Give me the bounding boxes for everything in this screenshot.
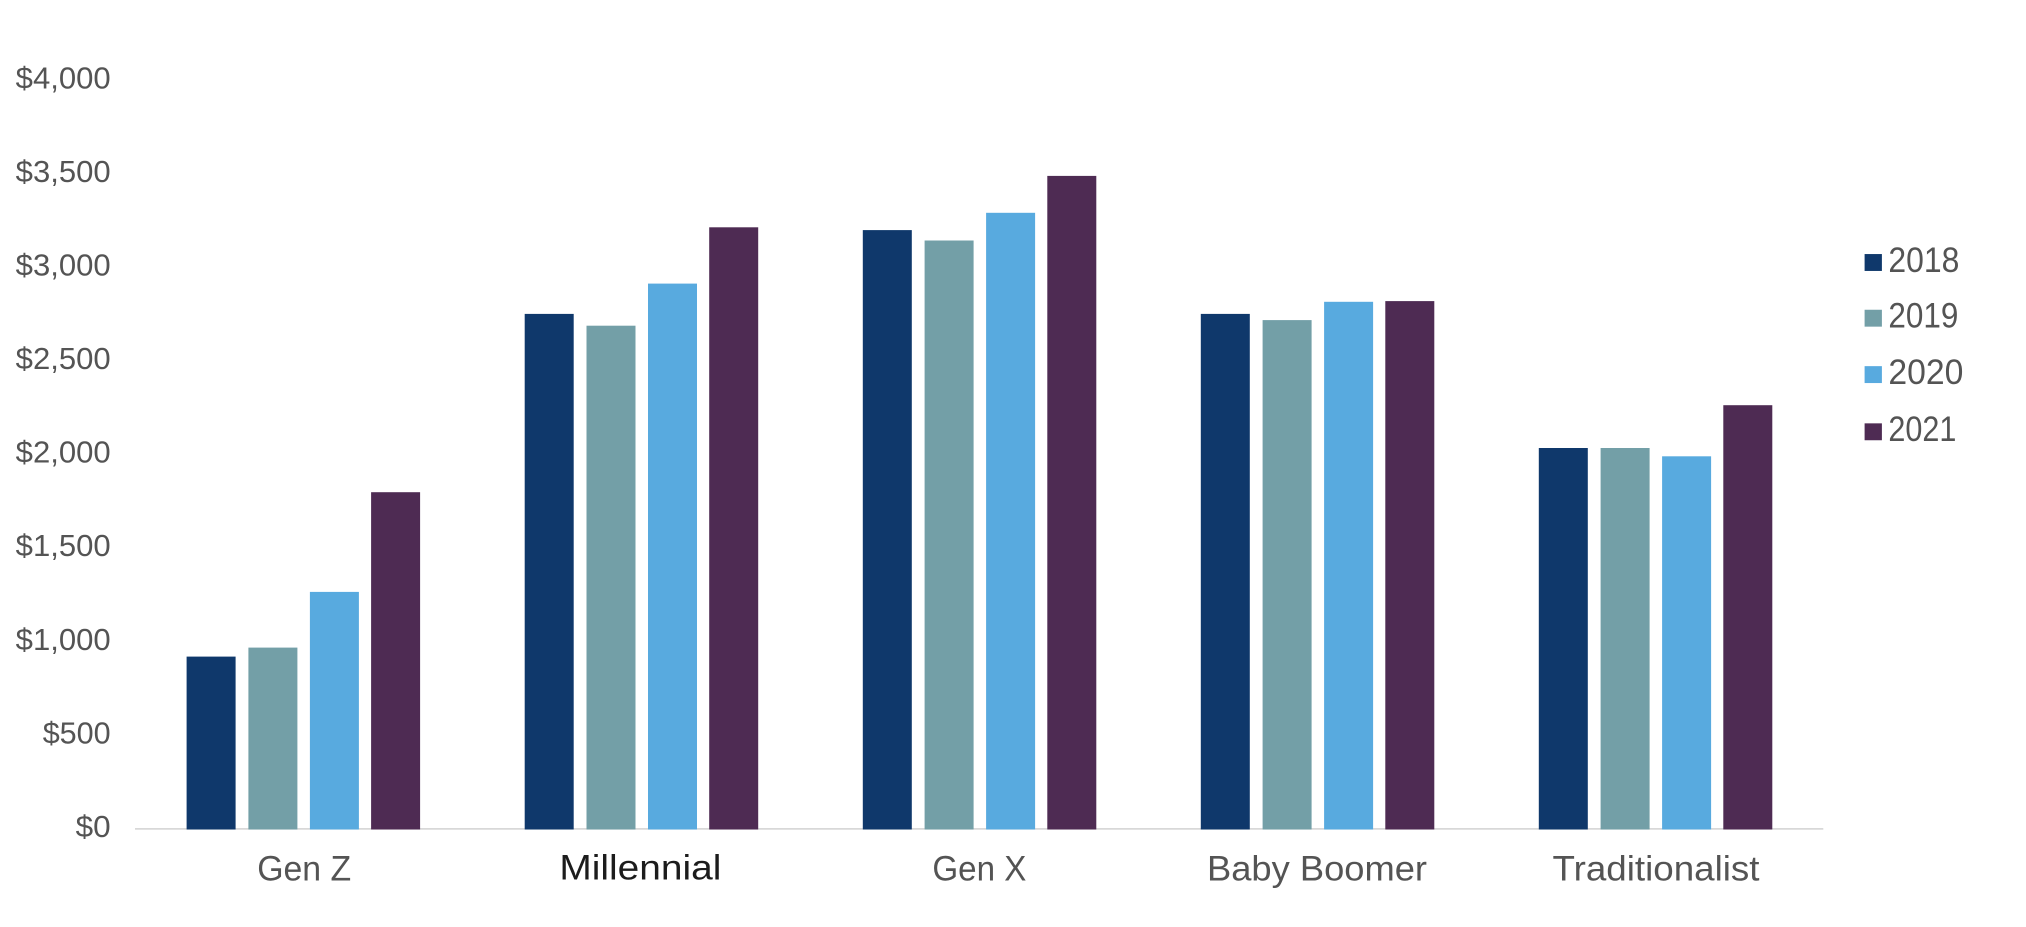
svg-text:$2,500: $2,500 [16,341,111,376]
svg-text:2018: 2018 [1888,240,1959,280]
svg-text:2021: 2021 [1888,409,1956,449]
svg-text:Gen Z: Gen Z [257,850,351,889]
svg-text:$500: $500 [43,715,111,750]
svg-text:$3,000: $3,000 [16,248,111,283]
svg-text:$4,000: $4,000 [16,61,111,96]
svg-text:Baby Boomer: Baby Boomer [1207,850,1427,889]
svg-text:$2,000: $2,000 [16,435,111,470]
svg-text:2020: 2020 [1888,352,1963,392]
svg-text:2019: 2019 [1888,296,1958,336]
svg-text:$1,500: $1,500 [16,528,111,563]
svg-text:Millennial: Millennial [559,849,721,888]
svg-text:$0: $0 [76,809,111,844]
svg-text:Gen X: Gen X [932,850,1026,889]
svg-text:$3,500: $3,500 [16,154,111,189]
svg-text:Traditionalist: Traditionalist [1553,850,1760,889]
svg-text:$1,000: $1,000 [16,622,111,657]
